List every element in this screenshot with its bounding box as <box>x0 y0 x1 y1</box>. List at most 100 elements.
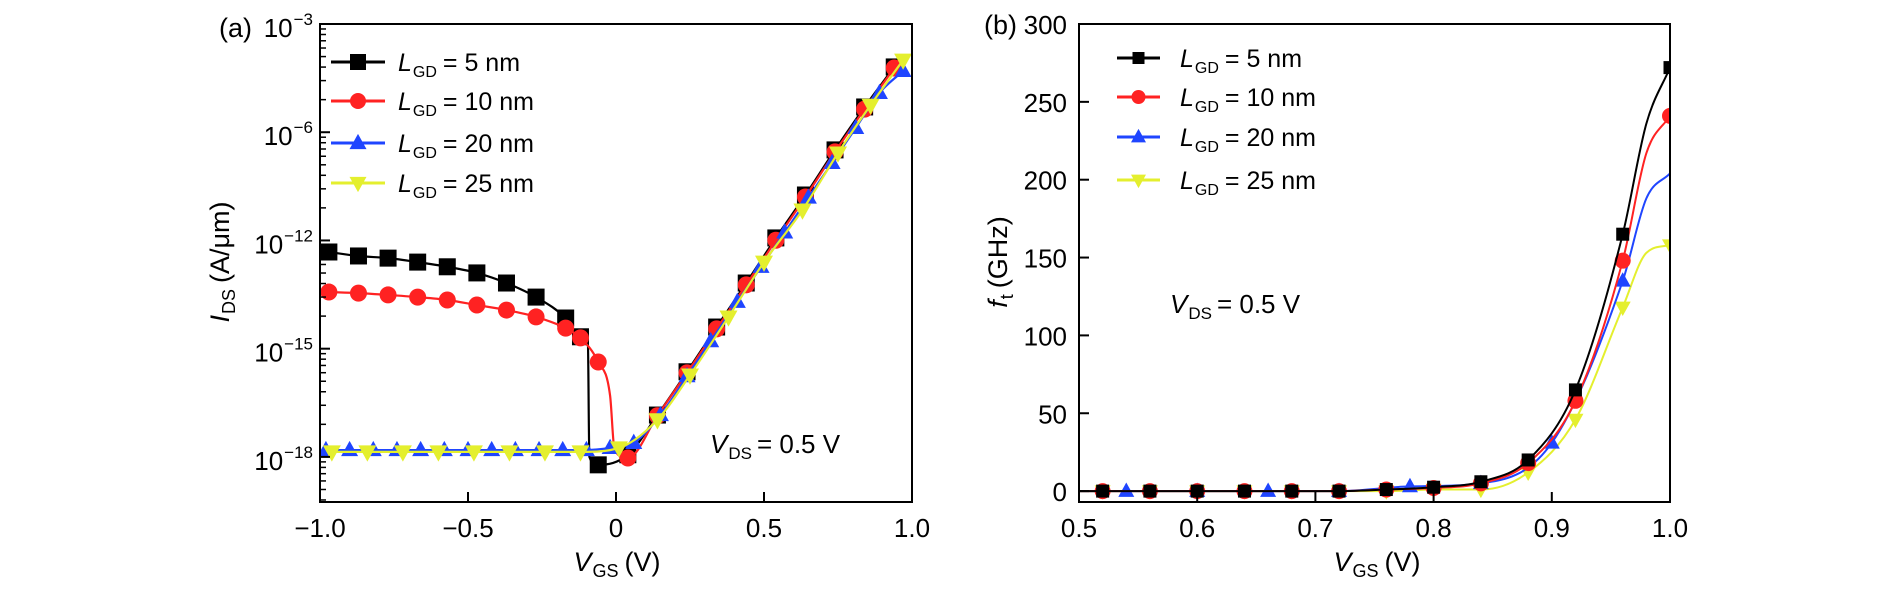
vds-annotation-symbol: V <box>710 429 730 459</box>
plot-frame <box>1078 23 1671 503</box>
legend-item-lgd-20nm: LGD = 20 nm <box>1117 124 1316 156</box>
lgd-25nm-data-point <box>609 441 628 458</box>
lgd-25nm-data-point <box>358 445 377 462</box>
legend-label-subscript: GD <box>1195 182 1219 199</box>
y-tick-label-exponent: −3 <box>294 10 313 29</box>
plot-area <box>320 53 912 474</box>
legend-label-text: = 10 nm <box>1225 84 1316 112</box>
legend-label-text: = 20 nm <box>443 130 534 158</box>
x-tick-label: 1.0 <box>894 513 930 543</box>
lgd-10nm-data-point <box>527 308 545 326</box>
legend-label-subscript: GD <box>413 103 437 120</box>
y-tick-label-base: 10 <box>254 446 283 476</box>
lgd-20nm-data-point <box>1260 482 1277 497</box>
legend-label-subscript: GD <box>413 185 437 202</box>
y-axis-title-symbol: f <box>983 298 1013 308</box>
y-tick-label-exponent: −15 <box>284 335 313 354</box>
lgd-25nm-data-point <box>1662 239 1670 254</box>
y-axis-title-symbol: I <box>205 315 235 323</box>
legend-label: LGD = 25 nm <box>1180 167 1316 199</box>
legend-marker-circle <box>350 93 366 109</box>
lgd-5nm-data-point <box>1143 484 1157 498</box>
y-tick-label-exponent: −6 <box>294 118 313 137</box>
lgd-20nm-data-point <box>1614 272 1631 287</box>
legend-label-symbol: L <box>1180 84 1194 112</box>
legend-label-subscript: GD <box>413 145 437 162</box>
lgd-10nm-data-point <box>497 301 515 319</box>
lgd-10nm-data-point <box>409 288 427 306</box>
y-axis-title: ft (GHz) <box>983 216 1017 308</box>
plot-area <box>1079 61 1670 500</box>
y-tick-label-base: 10 <box>264 121 293 151</box>
lgd-10nm-data-point <box>589 353 607 371</box>
legend-label-subscript: GD <box>413 64 437 81</box>
y-tick-label-base: 10 <box>254 338 283 368</box>
lgd-5nm-data-point <box>409 253 427 271</box>
panel-b: 0.5 0.6 0.7 0.8 0.9 1.0 0 50 100 150 200 250 300(b) V… <box>983 10 1688 581</box>
lgd-10nm-data-point <box>468 296 486 314</box>
lgd-25nm-data-point <box>1614 301 1631 317</box>
legend-label-symbol: L <box>398 170 412 198</box>
legend-label-symbol: L <box>1180 45 1194 73</box>
y-axis-title-unit: (A/μm) <box>205 201 235 283</box>
y-axis-title-subscript: DS <box>219 289 239 314</box>
lgd-20nm-data-point <box>702 331 720 348</box>
lgd-5nm-data-point <box>320 243 338 261</box>
lgd-5nm-data-point <box>1427 480 1441 494</box>
vds-annotation-text: = 0.5 V <box>757 429 841 459</box>
lgd-20nm-data-point <box>799 188 817 204</box>
series-lgd-5nm <box>1079 61 1670 498</box>
legend-label-symbol: L <box>398 130 412 158</box>
y-tick-label: 100 <box>1024 321 1067 351</box>
legend-item-lgd-10nm: LGD = 10 nm <box>331 88 534 120</box>
x-tick-label: −1.0 <box>294 513 345 543</box>
lgd-5nm-data-point <box>438 258 456 276</box>
y-tick-label: 150 <box>1024 244 1067 274</box>
lgd-5nm-data-point <box>1190 484 1204 498</box>
legend-marker-triangle-up <box>349 133 367 150</box>
vds-annotation-subscript: DS <box>1188 304 1212 323</box>
lgd-10nm-data-point <box>438 291 456 309</box>
lgd-5nm-data-point <box>1616 227 1630 241</box>
x-tick-label: 0.5 <box>1061 513 1097 543</box>
lgd-5nm-data-point <box>1474 475 1488 489</box>
x-axis-title-subscript: GS <box>1353 561 1379 581</box>
legend-label: LGD = 10 nm <box>398 88 534 120</box>
x-axis-title-unit: (V) <box>1385 547 1421 577</box>
x-tick-label: 0.8 <box>1416 513 1452 543</box>
lgd-5nm-data-point <box>1096 484 1110 498</box>
legend-label: LGD = 10 nm <box>1180 84 1316 116</box>
x-tick-label: −0.5 <box>442 513 493 543</box>
y-tick-label: 0 <box>1053 477 1067 507</box>
legend-label-symbol: L <box>1180 167 1194 195</box>
lgd-10nm-data-point <box>379 286 397 304</box>
lgd-5nm-data-point <box>1663 61 1670 75</box>
y-tick-label: 10−12 <box>254 226 313 259</box>
lgd-5nm-data-point <box>468 264 486 282</box>
y-axis-title: IDS (A/μm) <box>205 201 239 322</box>
legend-label-symbol: L <box>1180 124 1194 152</box>
lgd-20nm-data-point <box>728 292 746 308</box>
series-lgd-5nm-line <box>1079 66 1670 493</box>
lgd-5nm-data-point <box>589 456 607 474</box>
lgd-5nm-data-point <box>527 288 545 306</box>
y-tick-label: 10−15 <box>254 335 313 368</box>
vds-annotation-subscript: DS <box>728 444 752 463</box>
lgd-10nm-data-point <box>619 449 637 467</box>
y-tick-label-base: 10 <box>264 13 293 43</box>
legend-label-text: = 20 nm <box>1225 124 1316 152</box>
legend-label-symbol: L <box>398 88 412 116</box>
lgd-5nm-data-point <box>1568 383 1582 397</box>
y-tick-label: 10−18 <box>254 443 313 476</box>
lgd-5nm-data-point <box>497 274 515 292</box>
lgd-5nm-data-point <box>349 247 367 265</box>
x-tick-label: 0.7 <box>1297 513 1333 543</box>
legend-label: LGD = 5 nm <box>1180 45 1302 77</box>
lgd-25nm-data-point <box>571 445 590 462</box>
lgd-25nm-data-point <box>829 146 847 163</box>
legend-marker-triangle-up <box>1131 128 1146 143</box>
lgd-25nm-data-point <box>1567 413 1584 429</box>
legend-label-text: = 5 nm <box>1225 45 1302 73</box>
x-tick-label: 1.0 <box>1652 513 1688 543</box>
